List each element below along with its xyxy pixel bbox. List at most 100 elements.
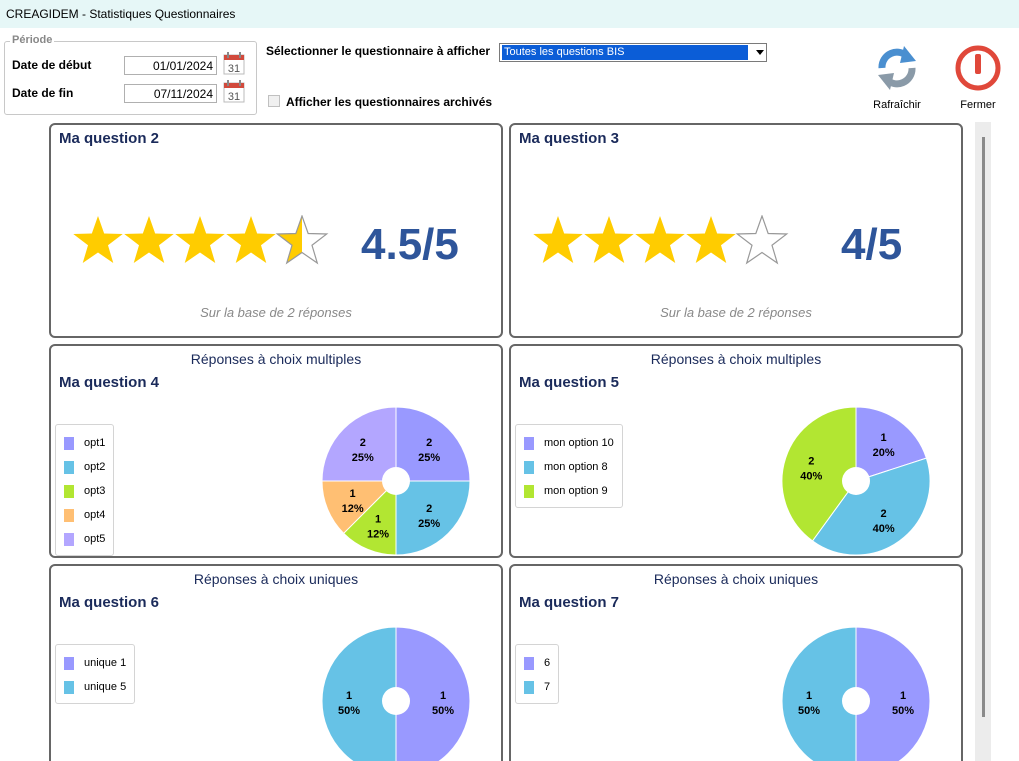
star-icon	[635, 216, 685, 264]
pie-legend: unique 1 unique 5	[55, 644, 136, 704]
pie-panel-q6: Réponses à choix uniques Ma question 6 u…	[49, 564, 503, 761]
panel-header: Réponses à choix multiples	[650, 351, 822, 367]
pie-chart: 1 20% 2 40% 2 40%	[781, 406, 931, 556]
close-label: Fermer	[960, 99, 996, 111]
pie-slice	[395, 406, 471, 482]
slice-count-label: 2	[426, 437, 432, 449]
legend-item: opt1	[64, 431, 105, 455]
pie-slice	[321, 480, 398, 535]
legend-item: mon option 9	[524, 479, 614, 503]
pie-slice	[781, 406, 857, 542]
end-date-input[interactable]	[124, 84, 217, 103]
slice-percent-label: 40%	[873, 523, 895, 535]
legend-item: opt2	[64, 455, 105, 479]
pie-chart: 2 25% 2 25% 1 12% 1 12% 2 25%	[321, 406, 471, 556]
panel-question: Ma question 4	[59, 374, 160, 391]
chevron-down-icon[interactable]	[756, 50, 764, 55]
legend-item: unique 5	[64, 675, 126, 699]
window-title: CREAGIDEM - Statistiques Questionnaires	[6, 7, 236, 21]
legend-label: mon option 9	[544, 485, 608, 497]
periode-legend: Période	[10, 34, 55, 46]
legend-item: opt3	[64, 479, 105, 503]
slice-percent-label: 50%	[798, 705, 820, 717]
start-calendar-day: 31	[228, 63, 240, 75]
panel-question: Ma question 6	[59, 594, 160, 611]
legend-swatch	[524, 436, 534, 450]
close-button[interactable]: Fermer	[948, 44, 1008, 111]
panel-question: Ma question 2	[59, 130, 160, 147]
end-calendar-icon[interactable]: 31	[223, 80, 245, 103]
star-icon	[175, 216, 225, 264]
panel-header: Réponses à choix uniques	[193, 571, 359, 587]
legend-swatch	[524, 484, 534, 498]
legend-label: 6	[544, 657, 551, 669]
star-icon	[735, 215, 789, 265]
legend-swatch	[64, 508, 74, 522]
pie-panel-q4: Réponses à choix multiples Ma question 4…	[49, 344, 503, 558]
end-calendar-day: 31	[228, 91, 240, 103]
legend-swatch	[64, 436, 74, 450]
start-date-input[interactable]	[124, 56, 217, 75]
slice-percent-label: 20%	[873, 447, 895, 459]
panel-question: Ma question 3	[519, 130, 620, 147]
archive-checkbox[interactable]	[268, 95, 280, 107]
pie-hole	[842, 687, 870, 715]
end-date-label: Date de fin	[12, 86, 74, 100]
start-calendar-icon[interactable]: 31	[223, 52, 245, 75]
legend-label: unique 5	[84, 681, 127, 693]
star-icon	[73, 216, 123, 264]
title-bar: CREAGIDEM - Statistiques Questionnaires	[0, 0, 1019, 28]
legend-item: 7	[524, 675, 550, 699]
scrollbar-thumb[interactable]	[982, 137, 985, 717]
pie-slice	[781, 626, 857, 761]
slice-count-label: 2	[881, 508, 887, 520]
slice-percent-label: 50%	[432, 705, 454, 717]
legend-label: opt5	[84, 533, 106, 545]
legend-label: opt4	[84, 509, 106, 521]
pie-hole	[842, 467, 870, 495]
star-icon	[533, 216, 583, 264]
pie-hole	[382, 687, 410, 715]
slice-count-label: 1	[900, 690, 906, 702]
slice-count-label: 1	[350, 488, 356, 500]
legend-item: opt4	[64, 503, 105, 527]
legend-label: opt3	[84, 485, 106, 497]
periode-group: Période Date de début 31 Date de fin 31	[4, 34, 257, 115]
legend-item: 6	[524, 651, 550, 675]
legend-item: unique 1	[64, 651, 126, 675]
pie-legend: mon option 10 mon option 8 mon option 9	[515, 424, 623, 508]
pie-panel-q7: Réponses à choix uniques Ma question 7 6…	[509, 564, 963, 761]
legend-label: mon option 8	[544, 461, 608, 473]
start-date-label: Date de début	[12, 58, 92, 72]
archive-checkbox-label[interactable]: Afficher les questionnaires archivés	[286, 95, 493, 109]
rating-basis: Sur la base de 2 réponses	[200, 305, 352, 320]
refresh-button[interactable]: Rafraîchir	[866, 44, 928, 111]
slice-count-label: 1	[346, 690, 352, 702]
power-icon	[955, 45, 1001, 91]
slice-count-label: 1	[806, 690, 812, 702]
questionnaire-select[interactable]: Toutes les questions BIS	[499, 43, 767, 62]
pie-slice	[811, 457, 931, 556]
legend-label: unique 1	[84, 657, 127, 669]
legend-swatch	[524, 656, 534, 670]
pie-chart: 1 50% 1 50%	[781, 626, 931, 761]
pie-legend: opt1 opt2 opt3 opt4 opt5	[55, 424, 115, 556]
legend-item: mon option 8	[524, 455, 614, 479]
refresh-icon	[878, 46, 916, 90]
slice-percent-label: 12%	[342, 503, 364, 515]
slice-percent-label: 50%	[338, 705, 360, 717]
rating-panel-q2: Ma question 2 4.5/5 Sur la base de 2 rép…	[49, 123, 503, 338]
panel-question: Ma question 5	[519, 374, 620, 391]
star-icon	[584, 216, 634, 264]
legend-swatch	[524, 680, 534, 694]
legend-swatch	[64, 532, 74, 546]
pie-slice	[855, 406, 928, 482]
legend-swatch	[64, 484, 74, 498]
slice-percent-label: 40%	[800, 471, 822, 483]
pie-hole	[382, 467, 410, 495]
slice-count-label: 1	[881, 432, 887, 444]
panel-question: Ma question 7	[519, 594, 620, 611]
star-icon	[275, 215, 329, 265]
legend-swatch	[64, 680, 74, 694]
